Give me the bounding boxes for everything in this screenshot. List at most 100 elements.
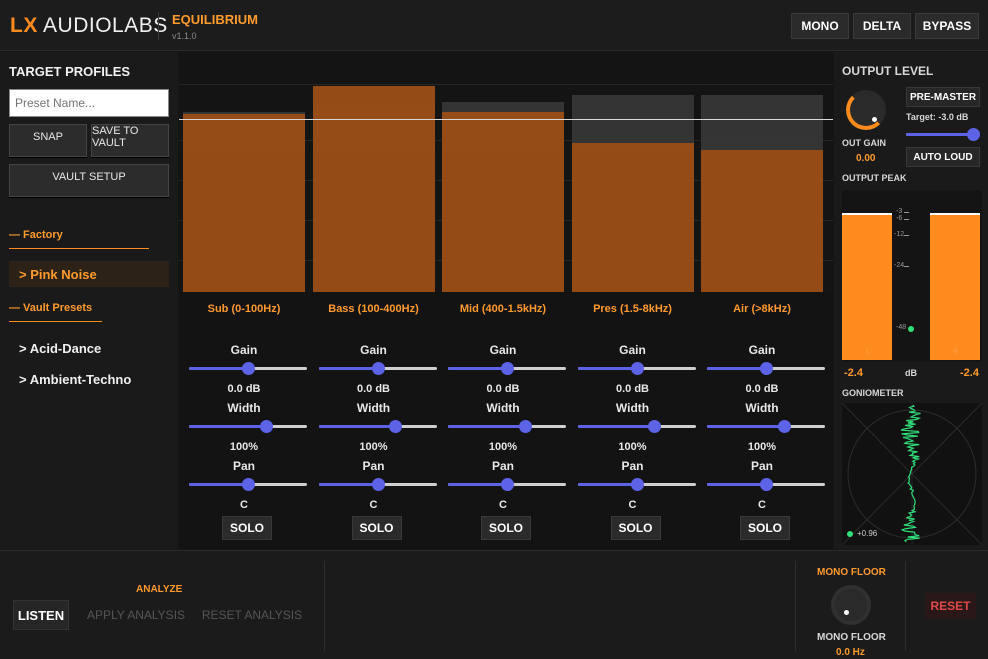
slider-thumb[interactable] bbox=[501, 478, 514, 491]
panel-title: TARGET PROFILES bbox=[9, 64, 131, 79]
listen-button[interactable]: LISTEN bbox=[13, 600, 69, 630]
width-slider[interactable] bbox=[318, 419, 437, 433]
delta-button[interactable]: DELTA bbox=[853, 13, 911, 39]
width-slider[interactable] bbox=[707, 419, 825, 433]
slider-fill bbox=[577, 483, 637, 486]
slider-thumb[interactable] bbox=[242, 478, 255, 491]
pre-master-button[interactable]: PRE-MASTER bbox=[906, 87, 980, 107]
pan-slider[interactable] bbox=[577, 477, 696, 491]
scale-tick-label: -12 bbox=[894, 231, 905, 238]
gain-label: Gain bbox=[748, 343, 776, 357]
gain-slider[interactable] bbox=[318, 361, 437, 375]
analyze-label: ANALYZE bbox=[136, 584, 183, 595]
apply-analysis-button[interactable]: APPLY ANALYSIS bbox=[86, 608, 186, 622]
gain-slider[interactable] bbox=[448, 361, 566, 375]
pan-slider[interactable] bbox=[448, 477, 566, 491]
slider-thumb[interactable] bbox=[630, 478, 644, 491]
width-slider[interactable] bbox=[577, 419, 696, 433]
slider-thumb[interactable] bbox=[501, 362, 514, 375]
slider-fill bbox=[448, 483, 507, 486]
preset-item-ambient-techno[interactable]: > Ambient-Techno bbox=[19, 371, 132, 387]
slider-thumb[interactable] bbox=[760, 478, 773, 491]
width-slider[interactable] bbox=[448, 419, 566, 433]
out-gain-value: 0.00 bbox=[856, 153, 876, 164]
slider-thumb[interactable] bbox=[371, 478, 385, 491]
header: LX AUDIOLABS EQUILIBRIUM v1.1.0 MONO DEL… bbox=[0, 0, 988, 51]
solo-button[interactable]: SOLO bbox=[740, 516, 790, 540]
gain-slider[interactable] bbox=[707, 361, 825, 375]
reset-analysis-button[interactable]: RESET ANALYSIS bbox=[201, 608, 303, 622]
scale-tick bbox=[904, 212, 909, 213]
factory-divider bbox=[9, 248, 149, 249]
mono-floor-knob[interactable] bbox=[831, 585, 871, 625]
band-label: Pres (1.5-8kHz) bbox=[593, 303, 672, 315]
slider-thumb[interactable] bbox=[760, 362, 773, 375]
slider-thumb[interactable] bbox=[518, 420, 532, 433]
meter-left-peak bbox=[842, 213, 892, 215]
target-slider[interactable] bbox=[906, 127, 980, 141]
slider-thumb[interactable] bbox=[371, 362, 385, 375]
grid-line bbox=[179, 84, 833, 85]
band-level-bar[interactable] bbox=[183, 114, 305, 292]
width-value: 100% bbox=[618, 441, 647, 453]
slider-thumb[interactable] bbox=[259, 420, 273, 433]
meter-right bbox=[930, 214, 980, 360]
gain-value: 0.0 dB bbox=[227, 383, 261, 395]
slider-thumb[interactable] bbox=[648, 420, 662, 433]
mono-button[interactable]: MONO bbox=[791, 13, 849, 39]
slider-thumb[interactable] bbox=[389, 420, 403, 433]
pan-value: C bbox=[758, 499, 766, 511]
preset-name-input[interactable] bbox=[9, 89, 169, 117]
gain-value: 0.0 dB bbox=[745, 383, 779, 395]
slider-fill bbox=[707, 367, 766, 370]
target-label: Target: -3.0 dB bbox=[906, 112, 969, 122]
pan-slider[interactable] bbox=[189, 477, 307, 491]
preset-item-acid-dance[interactable]: > Acid-Dance bbox=[19, 340, 102, 356]
pan-slider[interactable] bbox=[318, 477, 437, 491]
meter-right-peak bbox=[930, 213, 980, 215]
output-peak-title: OUTPUT PEAK bbox=[842, 173, 907, 183]
pan-slider[interactable] bbox=[707, 477, 825, 491]
band-level-bar[interactable] bbox=[442, 112, 564, 292]
band-label: Air (>8kHz) bbox=[733, 303, 791, 315]
slider-fill bbox=[448, 425, 525, 428]
snap-button[interactable]: SNAP bbox=[9, 124, 87, 157]
reset-button[interactable]: RESET bbox=[925, 593, 976, 619]
slider-fill bbox=[707, 483, 766, 486]
gonio-trace bbox=[900, 404, 922, 543]
slider-thumb[interactable] bbox=[630, 362, 644, 375]
peak-left-value: -2.4 bbox=[844, 367, 863, 379]
gain-slider[interactable] bbox=[189, 361, 307, 375]
slider-thumb[interactable] bbox=[777, 420, 791, 433]
band-level-bar[interactable] bbox=[571, 143, 694, 292]
solo-button[interactable]: SOLO bbox=[481, 516, 531, 540]
gain-slider[interactable] bbox=[577, 361, 696, 375]
solo-button[interactable]: SOLO bbox=[610, 516, 661, 540]
slider-thumb[interactable] bbox=[966, 128, 980, 141]
slider-fill bbox=[906, 133, 973, 136]
bypass-button[interactable]: BYPASS bbox=[915, 13, 979, 39]
out-gain-knob[interactable] bbox=[846, 90, 886, 130]
slider-fill bbox=[577, 425, 655, 428]
gain-label: Gain bbox=[230, 343, 258, 357]
width-slider[interactable] bbox=[189, 419, 307, 433]
solo-button[interactable]: SOLO bbox=[351, 516, 402, 540]
slider-fill bbox=[707, 425, 784, 428]
slider-thumb[interactable] bbox=[242, 362, 255, 375]
product-name: EQUILIBRIUM bbox=[172, 12, 258, 27]
output-peak-meters: L R -3 -6 -12 -24 -48 bbox=[842, 190, 982, 362]
band-label: Mid (400-1.5kHz) bbox=[459, 303, 547, 315]
band-label: Sub (0-100Hz) bbox=[207, 303, 281, 315]
output-level-title: OUTPUT LEVEL bbox=[842, 64, 934, 78]
vault-setup-button[interactable]: VAULT SETUP bbox=[9, 164, 169, 197]
save-to-vault-button[interactable]: SAVE TO VAULT bbox=[91, 124, 169, 157]
width-value: 100% bbox=[488, 441, 518, 453]
factory-section-label: — Factory bbox=[9, 229, 63, 241]
solo-button[interactable]: SOLO bbox=[222, 516, 272, 540]
bottom-bar: ANALYZE LISTEN APPLY ANALYSIS RESET ANAL… bbox=[0, 550, 988, 659]
band-level-bar[interactable] bbox=[312, 86, 435, 292]
meter-indicator-dot bbox=[908, 326, 914, 332]
preset-item-pink-noise[interactable]: > Pink Noise bbox=[9, 261, 169, 287]
auto-loud-button[interactable]: AUTO LOUD bbox=[906, 147, 980, 167]
band-level-bar[interactable] bbox=[701, 150, 823, 292]
